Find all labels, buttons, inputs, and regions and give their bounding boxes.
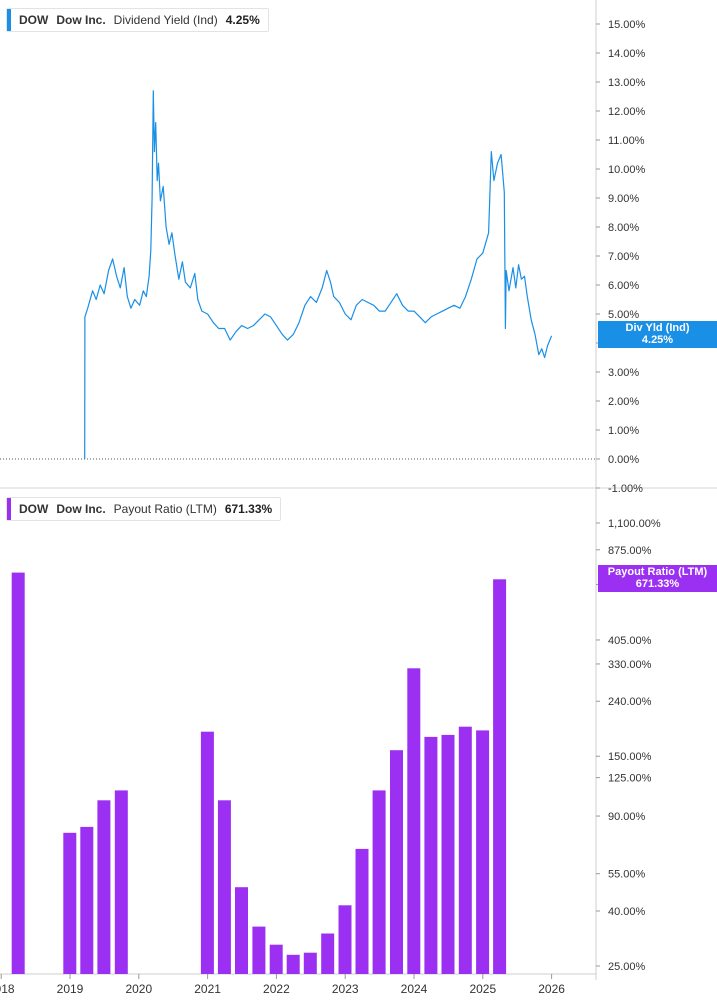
payout-ratio-bar <box>424 736 438 974</box>
payout-ratio-price-tag: Payout Ratio (LTM) 671.33% <box>598 565 717 593</box>
payout-ratio-bar <box>372 790 386 974</box>
y-tick-label: 15.00% <box>608 19 646 31</box>
y-tick-label: 25.00% <box>608 961 646 973</box>
y-tick-label: 125.00% <box>608 773 652 785</box>
tag-label: Div Yld (Ind) <box>625 321 690 334</box>
y-tick-label: 8.00% <box>608 222 639 234</box>
legend-metric: Payout Ratio (LTM) <box>113 502 217 516</box>
legend-ticker: DOW <box>19 13 49 27</box>
dividend-yield-swatch <box>7 9 11 31</box>
payout-ratio-bar <box>355 848 369 974</box>
y-tick-label: 150.00% <box>608 751 652 763</box>
payout-ratio-bar <box>493 579 507 974</box>
payout-ratio-bar <box>286 954 300 974</box>
payout-ratio-bar <box>390 750 403 974</box>
dividend-yield-line <box>84 90 553 460</box>
y-tick-label: 5.00% <box>608 309 639 321</box>
payout-ratio-bar <box>200 731 214 974</box>
payout-ratio-bar <box>252 926 266 974</box>
tag-value: 4.25% <box>641 333 674 346</box>
legend-company: Dow Inc. <box>56 502 106 516</box>
payout-ratio-bar <box>80 826 94 974</box>
y-tick-label: 2.00% <box>608 396 639 408</box>
payout-ratio-legend: DOW Dow Inc. Payout Ratio (LTM) 671.33% <box>6 497 282 521</box>
legend-company: Dow Inc. <box>56 13 106 27</box>
x-tick-label: 2020 <box>125 982 152 996</box>
y-tick-label: 405.00% <box>608 635 652 647</box>
y-tick-label: 11.00% <box>608 135 645 147</box>
legend-ticker: DOW <box>19 502 49 516</box>
payout-ratio-bar <box>269 944 283 974</box>
legend-metric: Dividend Yield (Ind) <box>113 13 218 27</box>
legend-value: 4.25% <box>225 13 260 27</box>
y-tick-label: 1.00% <box>608 425 639 437</box>
y-tick-label: 90.00% <box>608 811 646 823</box>
legend-value: 671.33% <box>224 502 273 516</box>
y-tick-label: 7.00% <box>608 251 639 263</box>
payout-ratio-bar <box>458 726 472 974</box>
x-tick-label: 2022 <box>263 982 290 996</box>
x-tick-label: 2018 <box>0 982 15 996</box>
payout-ratio-bar <box>441 734 455 974</box>
tag-value: 671.33% <box>635 578 680 591</box>
x-tick-label: 2023 <box>332 982 359 996</box>
y-tick-label: 875.00% <box>608 545 652 557</box>
dividend-yield-price-tag: Div Yld (Ind) 4.25% <box>598 320 717 348</box>
y-tick-label: 0.00% <box>608 454 639 466</box>
y-tick-label: 240.00% <box>608 696 652 708</box>
x-tick-label: 2026 <box>538 982 565 996</box>
payout-ratio-bar <box>303 952 317 974</box>
y-tick-label: 40.00% <box>608 906 646 918</box>
payout-ratio-bar <box>235 887 248 974</box>
payout-ratio-bar <box>63 832 77 974</box>
y-tick-label: 13.00% <box>608 77 646 89</box>
x-tick-label: 2021 <box>194 982 221 996</box>
x-tick-label: 2025 <box>469 982 496 996</box>
y-tick-label: 9.00% <box>608 193 639 205</box>
tag-label: Payout Ratio (LTM) <box>607 566 708 579</box>
payout-ratio-bar <box>11 572 25 974</box>
payout-ratio-bar <box>217 800 231 974</box>
y-tick-label: -1.00% <box>608 483 643 495</box>
payout-ratio-bar <box>338 905 352 974</box>
y-tick-label: 1,100.00% <box>608 518 661 530</box>
payout-ratio-bar <box>407 668 421 974</box>
y-tick-label: 55.00% <box>608 869 646 881</box>
y-tick-label: 6.00% <box>608 280 639 292</box>
x-tick-label: 2019 <box>57 982 84 996</box>
payout-ratio-bar <box>321 933 335 974</box>
y-tick-label: 330.00% <box>608 659 652 671</box>
dividend-yield-legend: DOW Dow Inc. Dividend Yield (Ind) 4.25% <box>6 8 269 32</box>
payout-ratio-bar <box>476 730 490 974</box>
x-tick-label: 2024 <box>401 982 428 996</box>
y-tick-label: 10.00% <box>608 164 646 176</box>
payout-ratio-swatch <box>7 498 11 520</box>
payout-ratio-bar <box>114 790 128 974</box>
y-tick-label: 3.00% <box>608 367 639 379</box>
payout-ratio-bar <box>97 800 111 974</box>
y-tick-label: 14.00% <box>608 48 646 60</box>
y-tick-label: 12.00% <box>608 106 646 118</box>
